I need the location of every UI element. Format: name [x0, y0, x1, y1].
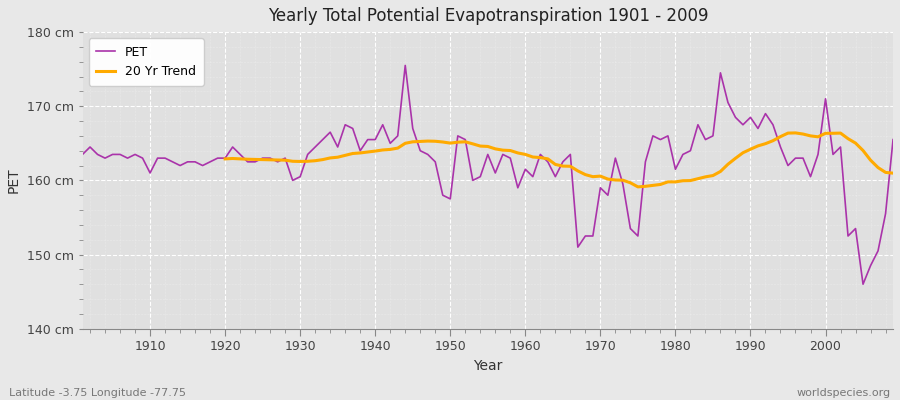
PET: [302, 152, 313, 157]
20 Yr Trend: [310, 158, 320, 163]
20 Yr Trend: [220, 156, 230, 161]
20 Yr Trend: [422, 139, 433, 144]
PET: [520, 167, 531, 172]
20 Yr Trend: [887, 171, 898, 176]
PET: [347, 126, 358, 131]
20 Yr Trend: [692, 176, 703, 181]
PET: [617, 182, 628, 186]
Line: 20 Yr Trend: 20 Yr Trend: [225, 133, 893, 187]
Text: worldspecies.org: worldspecies.org: [796, 388, 891, 398]
20 Yr Trend: [873, 165, 884, 170]
PET: [527, 174, 538, 179]
PET: [137, 156, 148, 160]
PET: [858, 282, 868, 286]
PET: [400, 63, 410, 68]
Title: Yearly Total Potential Evapotranspiration 1901 - 2009: Yearly Total Potential Evapotranspiratio…: [267, 7, 708, 25]
Line: PET: PET: [83, 66, 893, 284]
PET: [887, 137, 898, 142]
20 Yr Trend: [806, 134, 816, 138]
20 Yr Trend: [790, 130, 801, 135]
20 Yr Trend: [633, 184, 643, 189]
20 Yr Trend: [783, 131, 794, 136]
Legend: PET, 20 Yr Trend: PET, 20 Yr Trend: [89, 38, 203, 86]
Y-axis label: PET: PET: [7, 168, 21, 193]
X-axis label: Year: Year: [473, 359, 502, 373]
PET: [77, 152, 88, 157]
Text: Latitude -3.75 Longitude -77.75: Latitude -3.75 Longitude -77.75: [9, 388, 186, 398]
